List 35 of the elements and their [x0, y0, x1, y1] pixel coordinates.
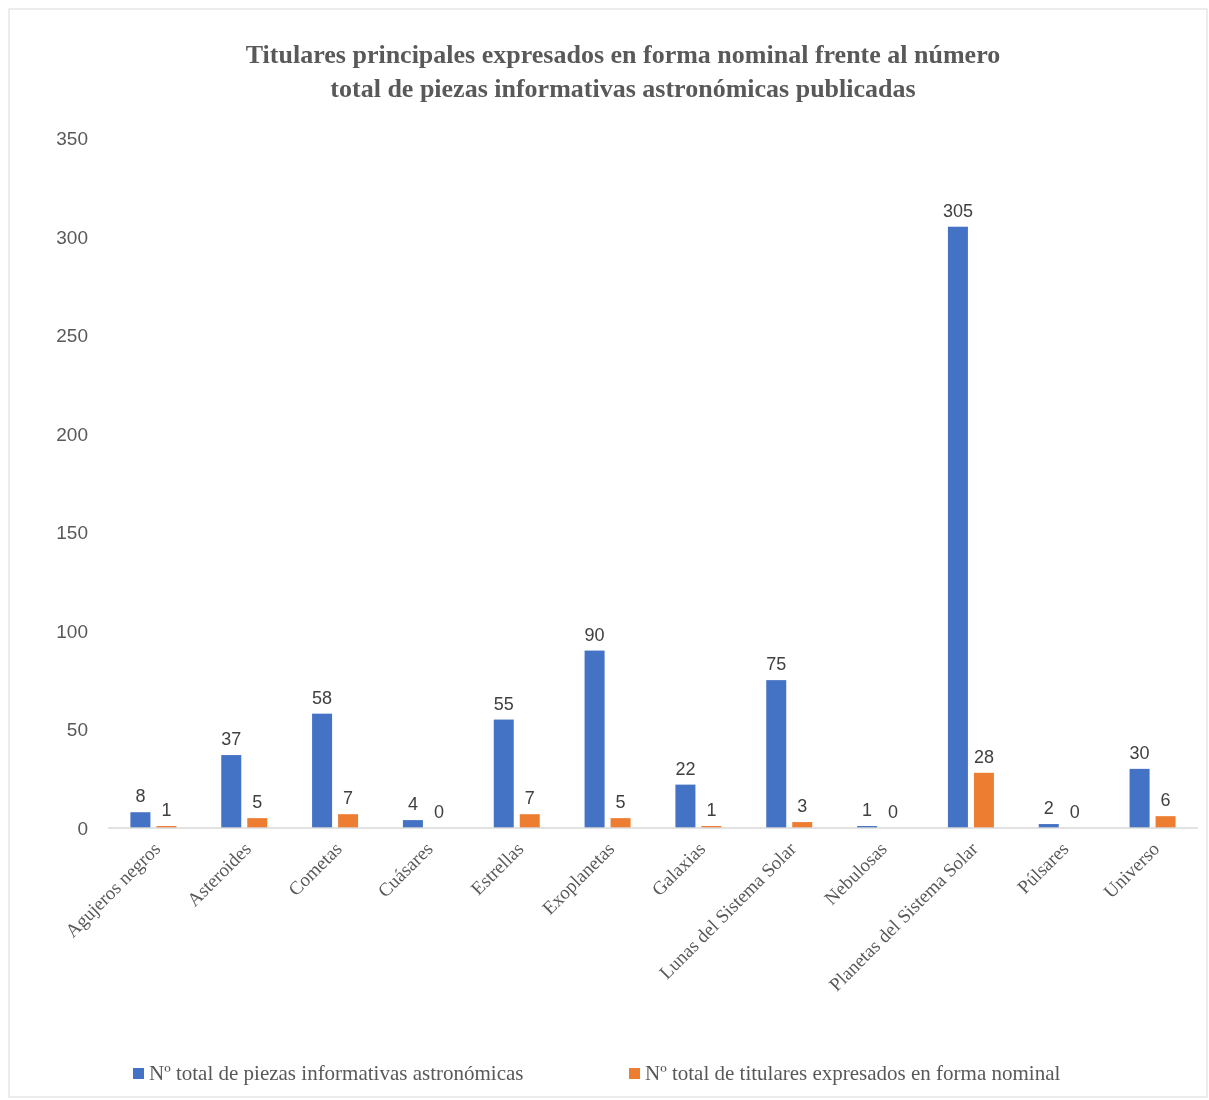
data-label: 37	[221, 729, 242, 750]
data-label: 22	[675, 758, 696, 779]
y-tick-label: 350	[56, 128, 88, 149]
data-label: 7	[524, 788, 535, 809]
data-label: 0	[888, 802, 899, 822]
data-label: 305	[942, 200, 973, 221]
data-label: 55	[493, 693, 514, 714]
chart-title: Titulares principales expresados en forma nominal frente al número total de piezas informativas astronómicas publicadas	[245, 40, 1001, 103]
y-tick-label: 50	[66, 719, 88, 741]
data-label: 4	[407, 794, 418, 815]
legend-label: Nº total de piezas informativas astronómicas	[149, 1061, 524, 1085]
data-label: 30	[1129, 742, 1150, 763]
data-label: 90	[584, 624, 605, 645]
y-tick-label: 0	[77, 818, 88, 839]
data-label: 75	[766, 654, 787, 675]
y-tick-label: 250	[56, 325, 88, 347]
data-label: 1	[706, 800, 717, 821]
data-label: 58	[312, 687, 333, 708]
data-label: 7	[343, 788, 354, 809]
data-label: 1	[161, 800, 172, 821]
data-label: 3	[797, 796, 808, 817]
data-label: 8	[135, 786, 146, 807]
data-label: 5	[615, 792, 626, 813]
data-label: 0	[1069, 802, 1080, 822]
data-label: 5	[252, 792, 263, 813]
data-label: 2	[1043, 798, 1054, 819]
data-label: 0	[433, 802, 444, 822]
data-label: 6	[1160, 790, 1171, 811]
data-label: 28	[973, 746, 994, 767]
y-tick-label: 100	[56, 620, 88, 642]
data-label: 1	[862, 800, 873, 821]
y-tick-label: 150	[56, 522, 88, 544]
y-tick-label: 300	[56, 226, 88, 248]
legend-label: Nº total de titulares expresados en forma nominal	[645, 1061, 1061, 1085]
y-tick-label: 200	[56, 423, 88, 445]
